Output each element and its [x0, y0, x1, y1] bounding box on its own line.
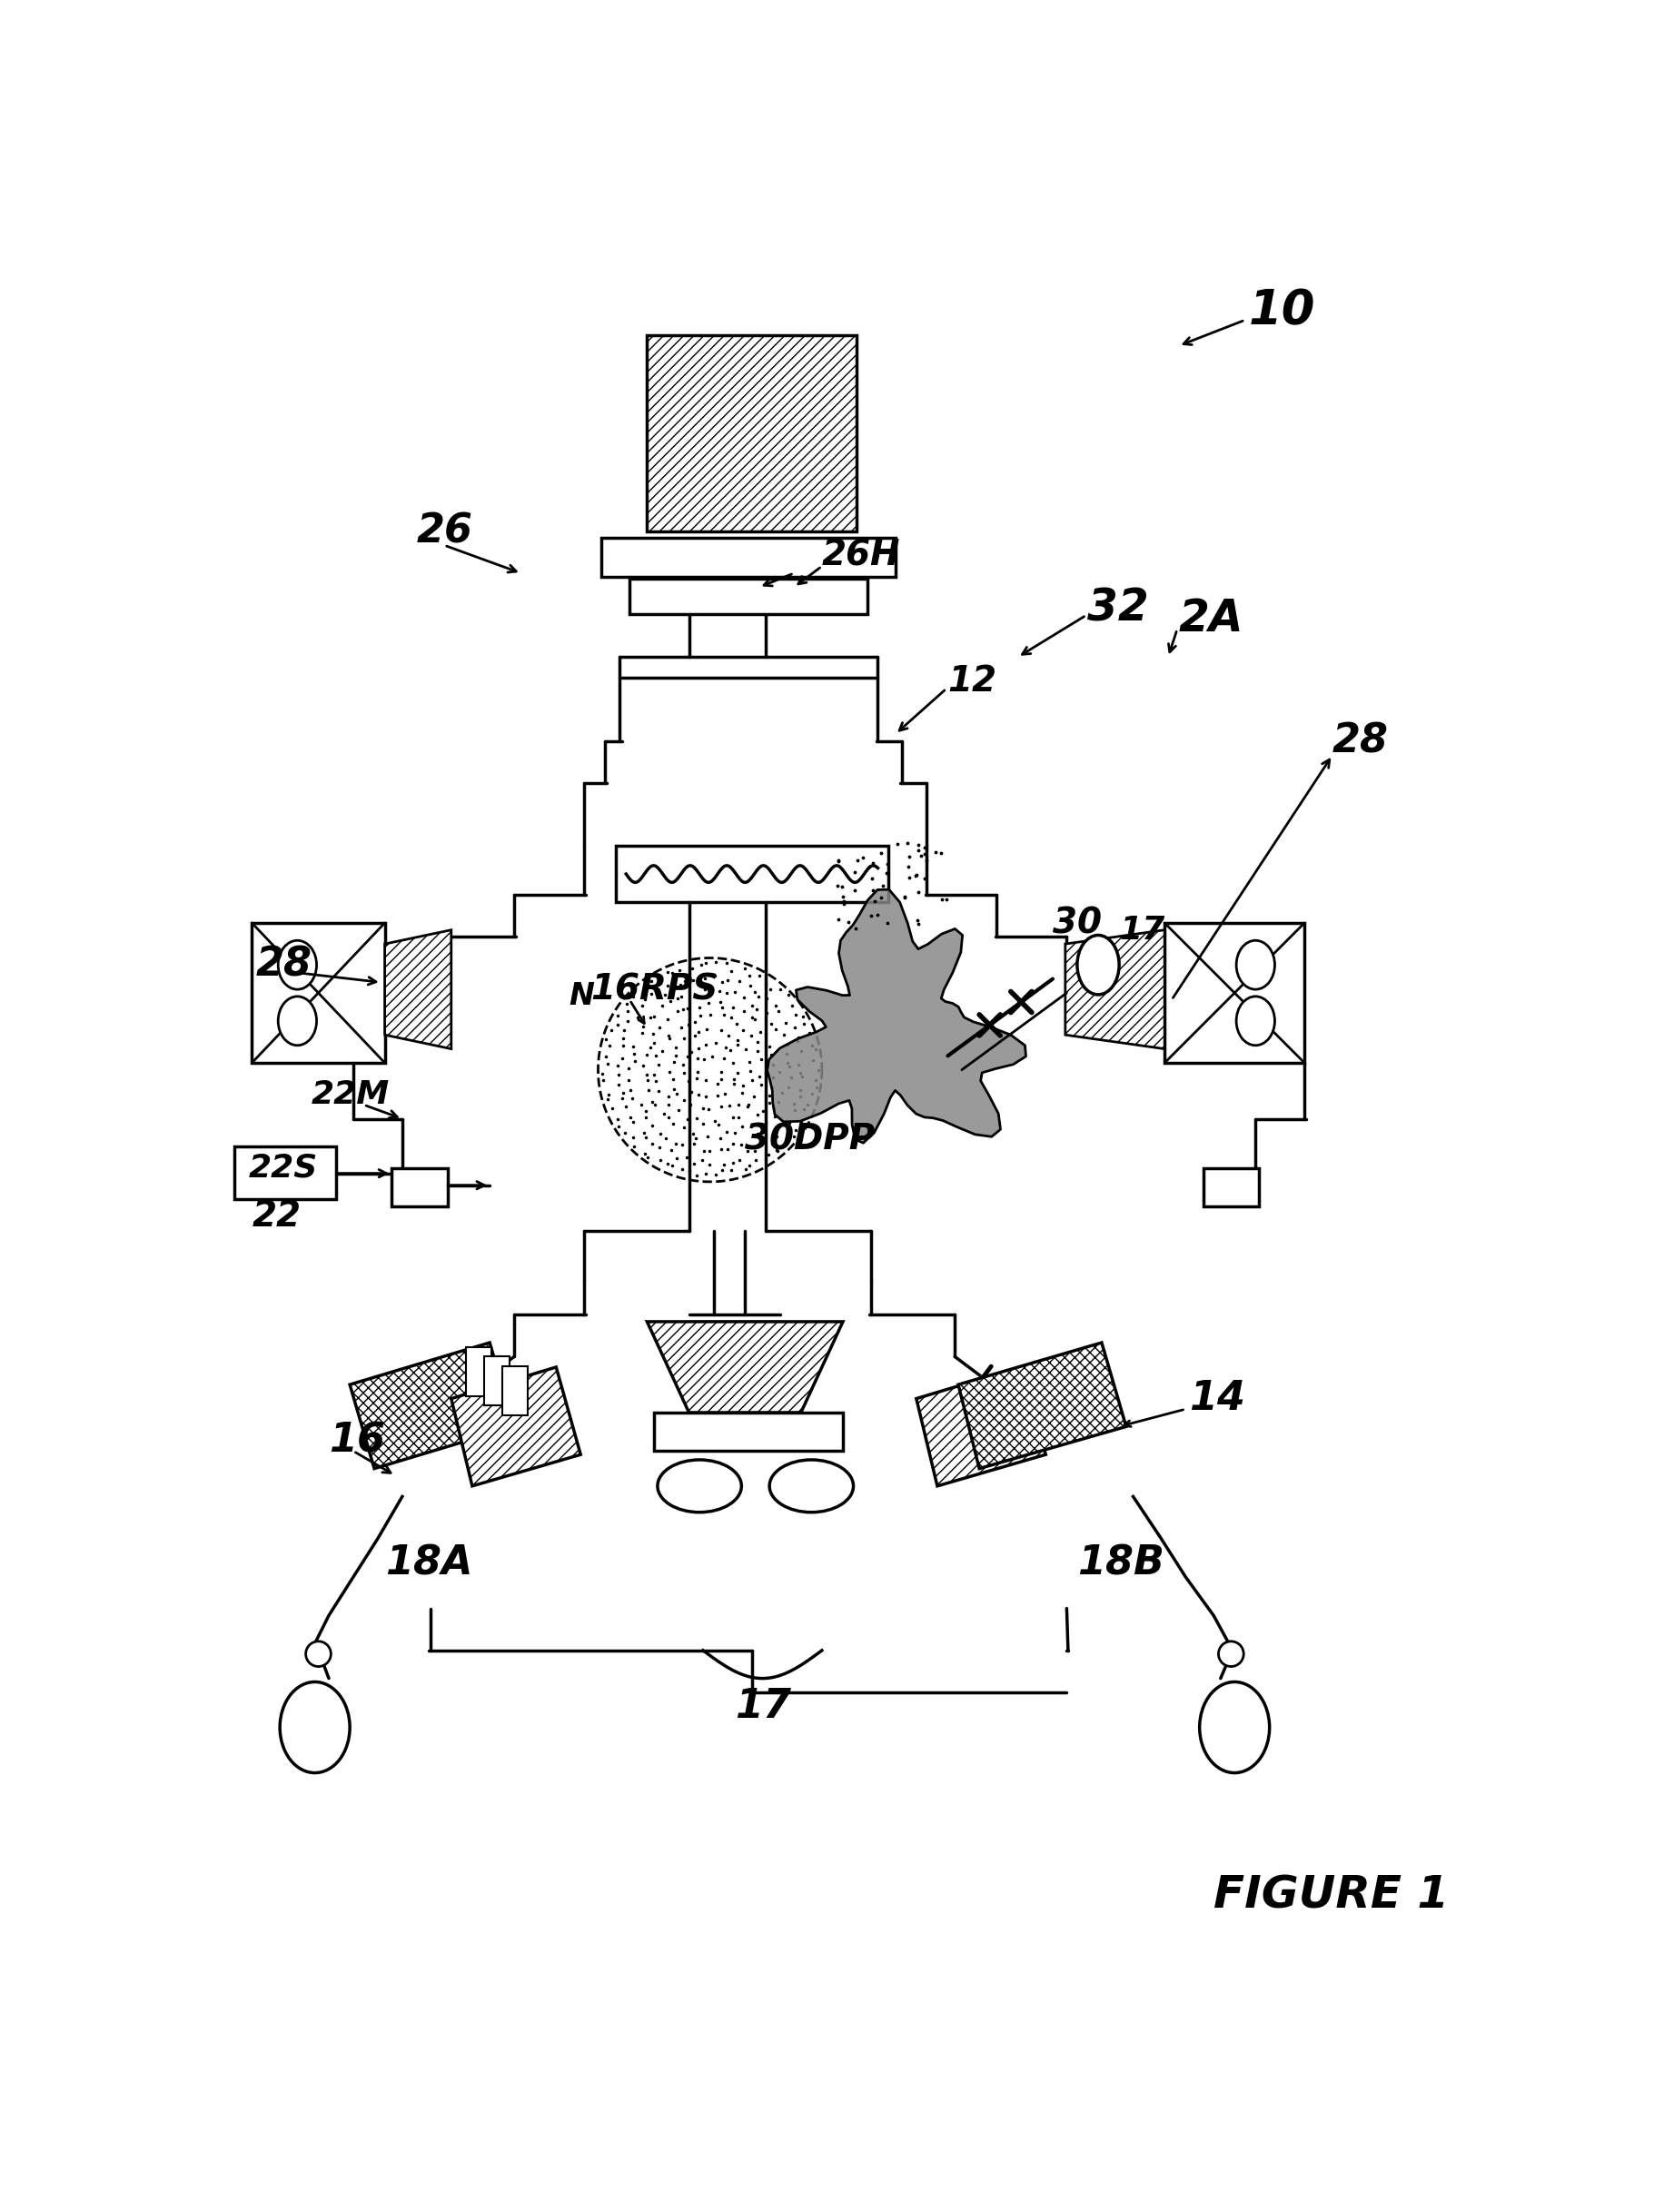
- Bar: [1165, 922, 1304, 1062]
- Polygon shape: [452, 1367, 581, 1486]
- Polygon shape: [958, 1343, 1127, 1469]
- Text: 10: 10: [1249, 288, 1316, 334]
- Ellipse shape: [1200, 1681, 1269, 1772]
- Ellipse shape: [278, 940, 316, 989]
- Bar: [234, 1146, 336, 1199]
- Text: 26: 26: [417, 511, 472, 551]
- Ellipse shape: [278, 995, 316, 1046]
- Bar: [1204, 1168, 1259, 1206]
- Polygon shape: [502, 1367, 527, 1416]
- Text: 12: 12: [947, 664, 996, 699]
- Polygon shape: [385, 929, 452, 1048]
- Text: 18A: 18A: [385, 1544, 472, 1582]
- Text: 26H: 26H: [822, 538, 901, 573]
- Bar: [616, 845, 889, 902]
- Text: 18B: 18B: [1076, 1544, 1165, 1582]
- Polygon shape: [350, 1343, 514, 1469]
- Text: 22: 22: [251, 1199, 301, 1234]
- Ellipse shape: [1076, 936, 1120, 995]
- Ellipse shape: [280, 1681, 350, 1772]
- Circle shape: [306, 1641, 331, 1666]
- Polygon shape: [465, 1347, 490, 1396]
- Bar: [648, 336, 857, 531]
- Polygon shape: [484, 1356, 509, 1405]
- Polygon shape: [1065, 929, 1165, 1048]
- Bar: [601, 538, 896, 577]
- Bar: [629, 580, 867, 613]
- Text: 32: 32: [1088, 586, 1150, 630]
- Text: 22S: 22S: [248, 1152, 318, 1183]
- Text: 28: 28: [1333, 721, 1389, 761]
- Text: 2A: 2A: [1178, 597, 1244, 641]
- Polygon shape: [767, 889, 1026, 1144]
- Ellipse shape: [658, 1460, 742, 1513]
- Text: N: N: [569, 982, 594, 1011]
- Ellipse shape: [770, 1460, 854, 1513]
- Text: 17: 17: [1120, 914, 1165, 945]
- Text: 30: 30: [1053, 905, 1101, 940]
- Polygon shape: [916, 1367, 1046, 1486]
- Bar: [655, 1413, 844, 1451]
- Text: 30DPP: 30DPP: [745, 1121, 876, 1157]
- Text: 16: 16: [328, 1420, 385, 1460]
- Ellipse shape: [1237, 940, 1276, 989]
- Circle shape: [1219, 1641, 1244, 1666]
- Bar: [251, 922, 385, 1062]
- Text: 17: 17: [735, 1688, 790, 1725]
- Text: 14: 14: [1189, 1378, 1245, 1418]
- Polygon shape: [648, 1321, 844, 1413]
- Text: FIGURE 1: FIGURE 1: [1214, 1874, 1450, 1918]
- Text: 28: 28: [256, 945, 311, 984]
- Text: 16RPS: 16RPS: [591, 971, 718, 1006]
- Text: 22M: 22M: [311, 1079, 390, 1110]
- Bar: [392, 1168, 447, 1206]
- Ellipse shape: [1237, 995, 1276, 1046]
